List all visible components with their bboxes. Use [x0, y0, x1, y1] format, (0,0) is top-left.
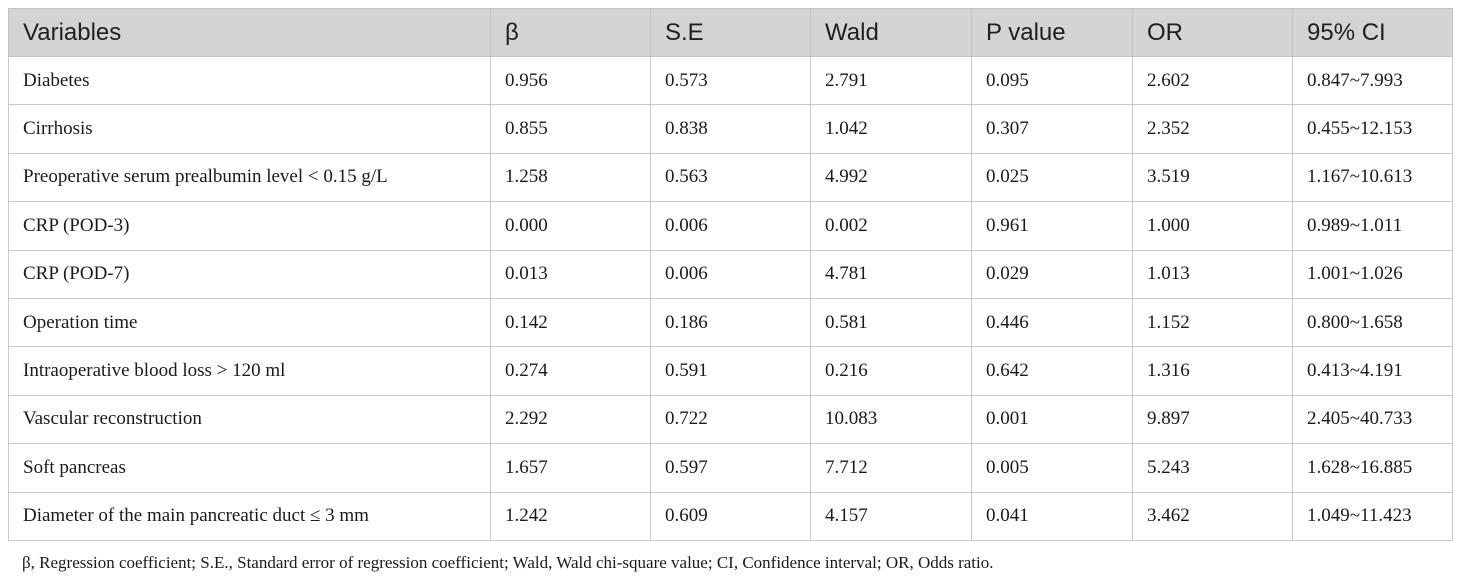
- cell-p-value: 0.005: [971, 443, 1133, 493]
- cell-or: 2.602: [1132, 55, 1293, 106]
- cell-beta: 0.855: [490, 104, 651, 154]
- cell-or: 5.243: [1132, 443, 1293, 493]
- cell-beta: 0.956: [490, 55, 651, 106]
- cell-p-value: 0.307: [971, 104, 1133, 154]
- cell-wald: 1.042: [810, 104, 972, 154]
- cell-wald: 0.216: [810, 346, 972, 396]
- cell-se: 0.838: [650, 104, 811, 154]
- regression-table: Variables β S.E Wald P value OR 95% CI D…: [8, 8, 1453, 541]
- cell-variable: Preoperative serum prealbumin level < 0.…: [8, 152, 491, 203]
- table-footnote: β, Regression coefficient; S.E., Standar…: [22, 553, 994, 572]
- table-row: CRP (POD-7) 0.013 0.006 4.781 0.029 1.01…: [8, 249, 1453, 299]
- cell-wald: 0.002: [810, 201, 972, 251]
- cell-ci: 1.628~16.885: [1292, 443, 1453, 493]
- cell-se: 0.006: [650, 201, 811, 251]
- cell-beta: 0.000: [490, 201, 651, 251]
- header-p-value: P value: [971, 8, 1133, 57]
- cell-se: 0.609: [650, 491, 811, 541]
- cell-or: 3.462: [1132, 491, 1293, 541]
- cell-or: 2.352: [1132, 104, 1293, 154]
- header-row: Variables β S.E Wald P value OR 95% CI: [8, 8, 1453, 57]
- header-or: OR: [1132, 8, 1293, 57]
- cell-ci: 0.800~1.658: [1292, 297, 1453, 348]
- cell-ci: 2.405~40.733: [1292, 394, 1453, 445]
- cell-wald: 10.083: [810, 394, 972, 445]
- header-beta: β: [490, 8, 651, 57]
- cell-ci: 1.001~1.026: [1292, 249, 1453, 299]
- cell-or: 1.152: [1132, 297, 1293, 348]
- cell-wald: 4.157: [810, 491, 972, 541]
- cell-se: 0.563: [650, 152, 811, 203]
- table-header: Variables β S.E Wald P value OR 95% CI: [8, 8, 1453, 57]
- cell-beta: 1.242: [490, 491, 651, 541]
- cell-p-value: 0.041: [971, 491, 1133, 541]
- cell-beta: 1.258: [490, 152, 651, 203]
- cell-or: 9.897: [1132, 394, 1293, 445]
- cell-wald: 4.992: [810, 152, 972, 203]
- cell-se: 0.591: [650, 346, 811, 396]
- cell-ci: 0.455~12.153: [1292, 104, 1453, 154]
- header-ci: 95% CI: [1292, 8, 1453, 57]
- cell-ci: 0.413~4.191: [1292, 346, 1453, 396]
- table-row: CRP (POD-3) 0.000 0.006 0.002 0.961 1.00…: [8, 201, 1453, 251]
- cell-p-value: 0.961: [971, 201, 1133, 251]
- cell-wald: 2.791: [810, 55, 972, 106]
- cell-wald: 7.712: [810, 443, 972, 493]
- cell-p-value: 0.642: [971, 346, 1133, 396]
- cell-p-value: 0.025: [971, 152, 1133, 203]
- header-wald: Wald: [810, 8, 972, 57]
- header-se: S.E: [650, 8, 811, 57]
- table-row: Cirrhosis 0.855 0.838 1.042 0.307 2.352 …: [8, 104, 1453, 154]
- cell-se: 0.006: [650, 249, 811, 299]
- table-row: Soft pancreas 1.657 0.597 7.712 0.005 5.…: [8, 443, 1453, 493]
- cell-variable: Diabetes: [8, 55, 491, 106]
- cell-beta: 0.142: [490, 297, 651, 348]
- table-row: Vascular reconstruction 2.292 0.722 10.0…: [8, 394, 1453, 445]
- table-body: Diabetes 0.956 0.573 2.791 0.095 2.602 0…: [8, 55, 1453, 541]
- cell-se: 0.186: [650, 297, 811, 348]
- cell-variable: Vascular reconstruction: [8, 394, 491, 445]
- cell-p-value: 0.446: [971, 297, 1133, 348]
- cell-or: 1.013: [1132, 249, 1293, 299]
- cell-variable: CRP (POD-3): [8, 201, 491, 251]
- cell-variable: CRP (POD-7): [8, 249, 491, 299]
- cell-variable: Diameter of the main pancreatic duct ≤ 3…: [8, 491, 491, 541]
- table-row: Operation time 0.142 0.186 0.581 0.446 1…: [8, 297, 1453, 348]
- cell-p-value: 0.001: [971, 394, 1133, 445]
- cell-wald: 4.781: [810, 249, 972, 299]
- cell-variable: Cirrhosis: [8, 104, 491, 154]
- cell-p-value: 0.095: [971, 55, 1133, 106]
- table-row: Diabetes 0.956 0.573 2.791 0.095 2.602 0…: [8, 55, 1453, 106]
- cell-variable: Operation time: [8, 297, 491, 348]
- cell-se: 0.597: [650, 443, 811, 493]
- cell-or: 1.316: [1132, 346, 1293, 396]
- cell-beta: 1.657: [490, 443, 651, 493]
- table-row: Diameter of the main pancreatic duct ≤ 3…: [8, 491, 1453, 541]
- cell-beta: 0.013: [490, 249, 651, 299]
- cell-ci: 1.167~10.613: [1292, 152, 1453, 203]
- cell-or: 3.519: [1132, 152, 1293, 203]
- table-row: Intraoperative blood loss > 120 ml 0.274…: [8, 346, 1453, 396]
- cell-or: 1.000: [1132, 201, 1293, 251]
- cell-variable: Soft pancreas: [8, 443, 491, 493]
- cell-p-value: 0.029: [971, 249, 1133, 299]
- cell-ci: 0.989~1.011: [1292, 201, 1453, 251]
- cell-variable: Intraoperative blood loss > 120 ml: [8, 346, 491, 396]
- cell-wald: 0.581: [810, 297, 972, 348]
- regression-table-container: Variables β S.E Wald P value OR 95% CI D…: [8, 8, 1453, 541]
- cell-ci: 0.847~7.993: [1292, 55, 1453, 106]
- cell-se: 0.573: [650, 55, 811, 106]
- cell-beta: 2.292: [490, 394, 651, 445]
- header-variables: Variables: [8, 8, 491, 57]
- table-row: Preoperative serum prealbumin level < 0.…: [8, 152, 1453, 203]
- cell-beta: 0.274: [490, 346, 651, 396]
- cell-se: 0.722: [650, 394, 811, 445]
- cell-ci: 1.049~11.423: [1292, 491, 1453, 541]
